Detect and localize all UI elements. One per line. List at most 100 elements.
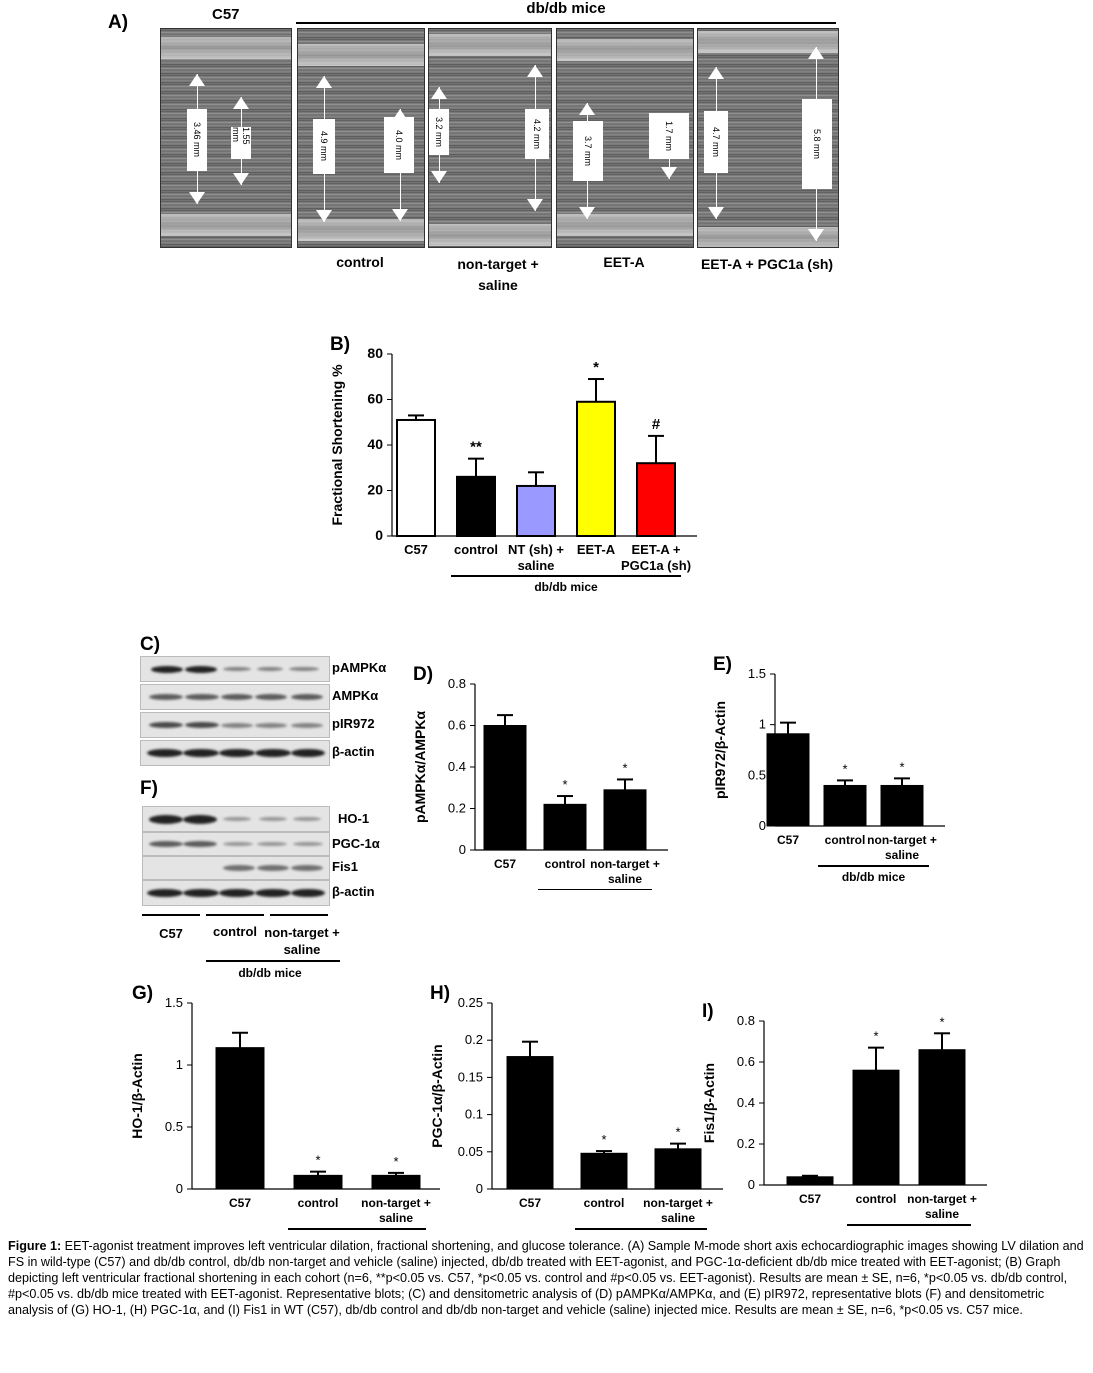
mmode-image-eet-a-pgc1a: 4.7 mm 5.8 mm <box>697 28 839 248</box>
blot-row-fis1 <box>142 856 330 880</box>
dbdb-header: db/db mice <box>526 0 606 17</box>
blot-row-pgc1a <box>142 832 330 856</box>
y-axis-label: HO-1/β-Actin <box>130 1053 145 1139</box>
caption-title: Figure 1: <box>8 1239 62 1253</box>
x-tick-label: C57 <box>777 833 799 847</box>
measure-label: 4.9 mm <box>313 119 335 174</box>
significance-mark: * <box>622 760 627 775</box>
significance-mark: * <box>939 1014 944 1029</box>
blot-label: β-actin <box>332 884 375 899</box>
x-tick-label: control <box>584 1196 625 1210</box>
x-tick-label: saline <box>925 1207 959 1221</box>
x-tick-label: control <box>298 1196 339 1210</box>
y-axis-label: PGC-1α/β-Actin <box>429 1044 445 1148</box>
blot-label: Fis1 <box>332 859 359 874</box>
x-tick-label: saline <box>885 848 919 862</box>
dbdb-label-f: db/db mice <box>238 966 302 980</box>
measure-label: 4.7 mm <box>704 111 728 173</box>
panel-label: D) <box>413 664 433 685</box>
group-label-c57: C57 <box>159 926 183 941</box>
measure-label: 4.2 mm <box>525 109 549 159</box>
significance-mark: * <box>393 1154 398 1169</box>
y-tick-label: 0.2 <box>448 801 466 816</box>
significance-mark: * <box>842 761 847 776</box>
blot-label: PGC-1α <box>332 836 380 851</box>
y-tick-label: 0.2 <box>465 1032 483 1047</box>
significance-mark: ** <box>470 439 482 456</box>
bar <box>506 1056 554 1190</box>
blot-label: β-actin <box>332 744 375 759</box>
y-tick-label: 0.5 <box>165 1119 183 1134</box>
x-tick-label: C57 <box>519 1196 541 1210</box>
mmode-label-control: control <box>336 254 384 270</box>
bar <box>580 1152 628 1190</box>
mmode-image-control: 4.9 mm 4.0 mm <box>297 28 425 248</box>
x-tick-label: EET-A + <box>631 542 680 557</box>
bar <box>880 784 924 827</box>
bar <box>852 1069 900 1186</box>
significance-mark: * <box>315 1153 320 1168</box>
x-tick-label: EET-A <box>577 542 616 557</box>
bar <box>371 1174 421 1190</box>
blot-label: AMPKα <box>332 688 379 703</box>
measure-label: 3.46 mm <box>187 109 207 171</box>
y-tick-label: 80 <box>367 345 383 361</box>
group-label-control: control <box>212 924 258 939</box>
x-tick-label: saline <box>379 1211 413 1225</box>
y-tick-label: 60 <box>367 391 383 407</box>
bar <box>576 400 616 538</box>
caption-text: EET-agonist treatment improves left vent… <box>8 1239 1084 1317</box>
chart-h: H) 0 0.05 0.1 0.15 0.2 0.25 PGC-1α/β-Actin C57 * c… <box>429 985 723 1230</box>
bar <box>823 784 867 827</box>
group-line <box>270 914 328 916</box>
significance-mark: * <box>562 777 567 792</box>
y-axis-label: pIR972/β-Actin <box>712 701 728 799</box>
x-tick-label: C57 <box>229 1196 251 1210</box>
x-tick-label: non-target + <box>907 1192 977 1206</box>
y-tick-label: 20 <box>367 482 383 498</box>
bar <box>603 789 647 851</box>
bar <box>456 475 496 538</box>
significance-mark: * <box>873 1029 878 1044</box>
y-tick-label: 1.5 <box>748 666 766 681</box>
y-tick-label: 0.8 <box>448 676 466 691</box>
panel-label: G) <box>132 985 153 1004</box>
chart-e: E) 0 0.5 1 1.5 pIR972/β-Actin C57 * control * non-… <box>712 654 945 884</box>
x-tick-label: control <box>856 1192 897 1206</box>
measure-label: 3.2 mm <box>429 109 449 155</box>
y-tick-label: 0.2 <box>737 1136 755 1151</box>
group-line <box>206 914 264 916</box>
x-tick-label: non-target + <box>867 833 937 847</box>
measure-label: 3.7 mm <box>573 121 603 181</box>
significance-mark: * <box>593 359 599 376</box>
y-tick-label: 0.05 <box>458 1144 483 1159</box>
mmode-image-non-target: 3.2 mm 4.2 mm <box>428 28 552 248</box>
significance-mark: * <box>675 1125 680 1140</box>
y-tick-label: 1.5 <box>165 995 183 1010</box>
mmode-label-eet-a-pgc1a: EET-A + PGC1a (sh) <box>700 256 834 272</box>
blot-row-pir972 <box>140 712 330 738</box>
x-tick-label: non-target + <box>643 1196 713 1210</box>
x-tick-label: NT (sh) + <box>508 542 564 557</box>
bar <box>786 1176 834 1186</box>
y-tick-label: 0.1 <box>465 1107 483 1122</box>
significance-mark: * <box>601 1132 606 1147</box>
blot-label: HO-1 <box>338 811 370 826</box>
measure-label: 1.55 mm <box>231 127 251 159</box>
y-tick-label: 0 <box>375 527 383 543</box>
x-tick-label: PGC1a (sh) <box>621 558 691 573</box>
mmode-label-eet-a: EET-A <box>603 254 645 270</box>
bar <box>293 1174 343 1190</box>
chart-g: G) 0 0.5 1 1.5 HO-1/β-Actin C57 * control * non-ta… <box>130 985 440 1230</box>
y-tick-label: 1 <box>759 717 766 732</box>
y-tick-label: 0.15 <box>458 1069 483 1084</box>
chart-b: B) 0 20 40 60 80 Fractional Shortening % C57 ** c… <box>329 334 697 594</box>
figure-caption: Figure 1: EET-agonist treatment improves… <box>8 1238 1086 1318</box>
panel-label: I) <box>702 1001 714 1022</box>
group-label-non-target: non-target + saline <box>264 925 340 957</box>
dbdb-line-f <box>206 960 340 962</box>
bar <box>396 418 436 537</box>
bar <box>215 1047 265 1190</box>
mmode-image-c57: 3.46 mm 1.55 mm <box>160 28 292 248</box>
y-tick-label: 0 <box>476 1181 483 1196</box>
